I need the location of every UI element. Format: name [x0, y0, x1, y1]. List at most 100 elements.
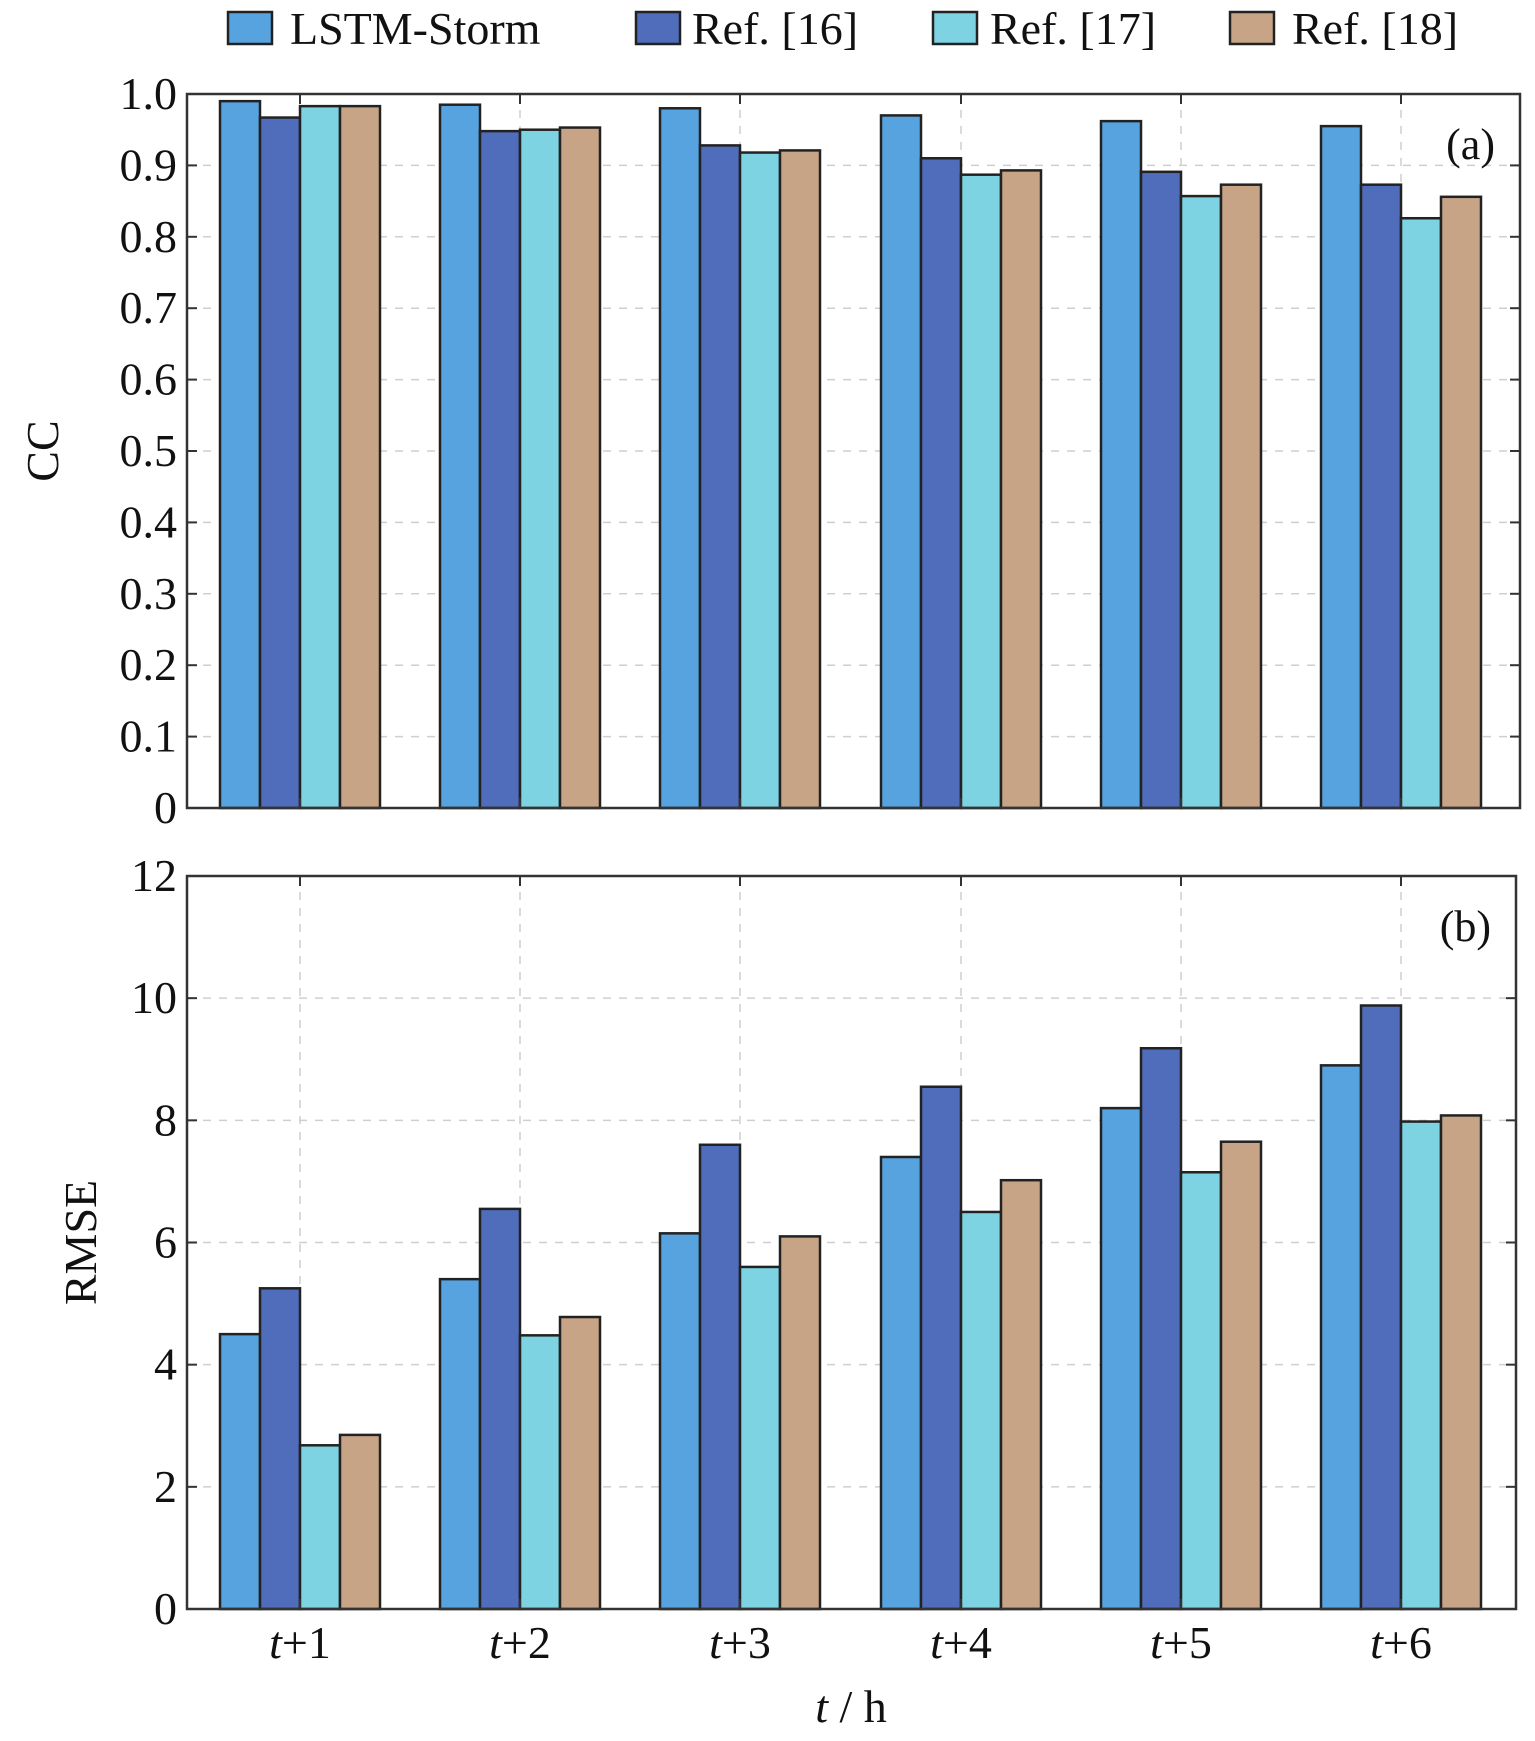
y-tick-label: 10 — [131, 972, 177, 1023]
bar-ref-18-t-4 — [999, 1178, 1043, 1611]
bar-ref-17-t-6 — [1399, 1120, 1443, 1611]
bar-lstm-storm-t-6 — [1319, 124, 1363, 810]
bar-ref-17-t-4 — [959, 173, 1003, 810]
legend: LSTM-Storm Ref. [16] Ref. [17] Ref. [18] — [226, 3, 1458, 54]
bar-ref-17-t-4 — [959, 1210, 1003, 1611]
bar-ref-17-t-2 — [518, 1334, 562, 1611]
bar-ref-18-t-2 — [558, 126, 602, 810]
y-tick-label: 0.9 — [120, 139, 178, 190]
bar-ref-16-t-2 — [478, 129, 522, 810]
y-tick-label: 1.0 — [120, 68, 178, 119]
y-axis-title: CC — [17, 420, 68, 481]
y-tick-labels: 0 2 4 6 8 10 12 — [131, 850, 177, 1634]
bar-ref-16-t-5 — [1139, 170, 1183, 810]
panel-a-cc-chart: 0 0.1 0.2 0.3 0.4 0.5 0.6 0.7 0.8 0.9 1.0 CC (a) — [17, 68, 1522, 833]
legend-swatch-ref-18 — [1228, 10, 1276, 46]
y-tick-label: 0.1 — [120, 711, 178, 762]
legend-label-ref-16: Ref. [16] — [692, 3, 858, 54]
bar-ref-17-t-6 — [1399, 216, 1443, 810]
bar-ref-17-t-3 — [738, 151, 782, 810]
bar-ref-18-t-2 — [558, 1315, 602, 1611]
y-tick-label: 0.8 — [120, 211, 178, 262]
panel-label: (a) — [1446, 120, 1495, 169]
bars — [218, 1004, 1483, 1611]
y-tick-label: 0.3 — [120, 568, 178, 619]
bar-ref-17-t-5 — [1179, 194, 1223, 810]
legend-swatch-ref-16 — [634, 10, 682, 46]
bar-ref-18-t-6 — [1439, 195, 1483, 810]
legend-swatch-lstm-storm — [226, 10, 274, 46]
y-tick-label: 8 — [154, 1094, 177, 1145]
y-tick-label: 0.7 — [120, 282, 178, 333]
x-tick-label-t-3: t+3 — [709, 1617, 771, 1668]
x-axis: t+1 t+2 t+3 t+4 t+5 t+6 t / h — [269, 1617, 1432, 1732]
y-axis-title: RMSE — [55, 1180, 106, 1305]
y-tick-label: 6 — [154, 1217, 177, 1268]
y-tick-label: 4 — [154, 1339, 177, 1390]
grid-lines — [187, 875, 1516, 1610]
bar-lstm-storm-t-1 — [218, 99, 262, 810]
legend-item-ref-18: Ref. [18] — [1228, 3, 1458, 54]
y-tick-label: 0.5 — [120, 425, 178, 476]
axis-ticks — [187, 93, 1520, 809]
bar-ref-16-t-6 — [1359, 183, 1403, 810]
bar-ref-16-t-2 — [478, 1207, 522, 1611]
x-tick-label-t-4: t+4 — [930, 1617, 992, 1668]
legend-item-ref-16: Ref. [16] — [634, 3, 858, 54]
legend-item-ref-17: Ref. [17] — [931, 3, 1156, 54]
legend-label-ref-18: Ref. [18] — [1292, 3, 1458, 54]
bar-ref-17-t-3 — [738, 1265, 782, 1611]
bar-ref-17-t-1 — [298, 1444, 342, 1611]
panel-label: (b) — [1440, 902, 1491, 951]
bars — [218, 99, 1483, 810]
y-tick-labels: 0 0.1 0.2 0.3 0.4 0.5 0.6 0.7 0.8 0.9 1.0 — [120, 68, 178, 833]
bar-ref-18-t-5 — [1219, 1140, 1263, 1611]
bar-ref-16-t-4 — [919, 157, 963, 810]
bar-ref-17-t-2 — [518, 128, 562, 810]
bar-lstm-storm-t-4 — [879, 114, 923, 810]
x-tick-label-t-5: t+5 — [1150, 1617, 1212, 1668]
bar-lstm-storm-t-2 — [438, 103, 482, 810]
bar-lstm-storm-t-5 — [1099, 1106, 1143, 1611]
bar-lstm-storm-t-5 — [1099, 119, 1143, 810]
legend-swatch-ref-17 — [931, 10, 979, 46]
bar-ref-16-t-3 — [698, 144, 742, 810]
x-tick-label-t-2: t+2 — [489, 1617, 551, 1668]
bar-ref-18-t-1 — [338, 104, 382, 810]
y-tick-label: 2 — [154, 1461, 177, 1512]
bar-ref-18-t-4 — [999, 169, 1043, 810]
y-tick-label: 0.6 — [120, 354, 178, 405]
y-tick-label: 0 — [154, 782, 177, 833]
bar-lstm-storm-t-2 — [438, 1277, 482, 1611]
bar-ref-18-t-3 — [778, 149, 822, 810]
x-tick-label-t-6: t+6 — [1370, 1617, 1432, 1668]
legend-item-lstm-storm: LSTM-Storm — [226, 3, 541, 54]
bar-ref-16-t-1 — [258, 116, 302, 810]
bar-ref-18-t-6 — [1439, 1114, 1483, 1611]
bar-ref-16-t-5 — [1139, 1047, 1183, 1611]
x-axis-title: t / h — [815, 1681, 887, 1732]
bar-ref-18-t-1 — [338, 1433, 382, 1611]
bar-ref-16-t-3 — [698, 1143, 742, 1611]
y-tick-label: 0.4 — [120, 496, 178, 547]
y-tick-label: 0 — [154, 1583, 177, 1634]
bar-ref-17-t-5 — [1179, 1171, 1223, 1611]
x-tick-label-t-1: t+1 — [269, 1617, 331, 1668]
bar-ref-16-t-1 — [258, 1287, 302, 1611]
axis-ticks — [187, 875, 1516, 1610]
bar-lstm-storm-t-1 — [218, 1332, 262, 1611]
bar-ref-18-t-5 — [1219, 183, 1263, 810]
y-tick-label: 12 — [131, 850, 177, 901]
bar-lstm-storm-t-6 — [1319, 1064, 1363, 1611]
bar-lstm-storm-t-4 — [879, 1155, 923, 1611]
legend-label-ref-17: Ref. [17] — [990, 3, 1156, 54]
bar-ref-17-t-1 — [298, 104, 342, 810]
y-tick-label: 0.2 — [120, 639, 178, 690]
legend-label-lstm-storm: LSTM-Storm — [290, 3, 541, 54]
bar-ref-16-t-4 — [919, 1085, 963, 1611]
bar-lstm-storm-t-3 — [658, 107, 702, 810]
bar-lstm-storm-t-3 — [658, 1232, 702, 1611]
bar-ref-18-t-3 — [778, 1235, 822, 1611]
bar-ref-16-t-6 — [1359, 1004, 1403, 1611]
